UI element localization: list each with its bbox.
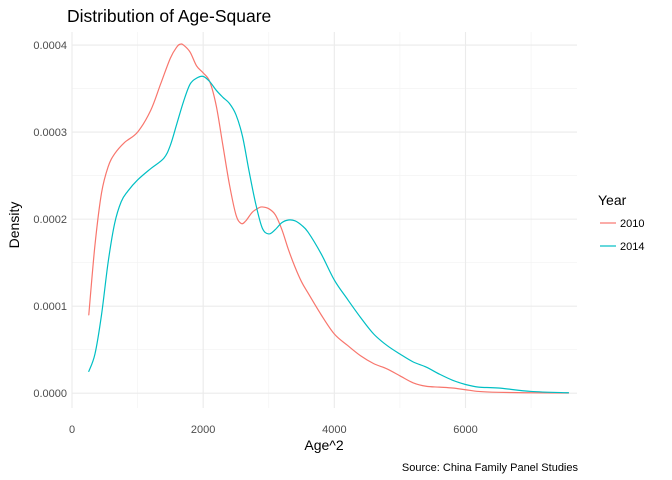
source-caption: Source: China Family Panel Studies — [402, 462, 579, 474]
y-tick-label: 0.0003 — [33, 127, 67, 139]
y-axis-title: Density — [6, 202, 22, 249]
tick-labels: 0 2000 4000 6000 0.0000 0.0001 0.0002 0.0003 0.0… — [33, 40, 477, 436]
x-tick-label: 0 — [69, 424, 75, 436]
legend-items: 2010 2014 — [600, 218, 644, 253]
x-tick-label: 4000 — [322, 424, 346, 436]
legend-title: Year — [598, 192, 627, 208]
y-tick-label: 0.0004 — [33, 40, 67, 52]
legend-item-2010: 2010 — [600, 218, 644, 230]
y-tick-label: 0.0000 — [33, 388, 67, 400]
series-lines — [88, 43, 570, 394]
x-tick-label: 6000 — [453, 424, 477, 436]
legend: Year 2010 2014 — [598, 192, 644, 253]
legend-label-2010: 2010 — [620, 218, 644, 230]
legend-item-2014: 2014 — [600, 241, 644, 253]
y-tick-label: 0.0001 — [33, 301, 67, 313]
series-line-2014 — [88, 75, 570, 394]
chart-title: Distribution of Age-Square — [67, 6, 271, 26]
x-axis-title: Age^2 — [304, 437, 343, 453]
x-tick-label: 2000 — [191, 424, 215, 436]
legend-label-2014: 2014 — [620, 241, 644, 253]
grid-layer — [71, 32, 577, 408]
series-line-2010 — [88, 43, 570, 394]
y-tick-label: 0.0002 — [33, 214, 67, 226]
